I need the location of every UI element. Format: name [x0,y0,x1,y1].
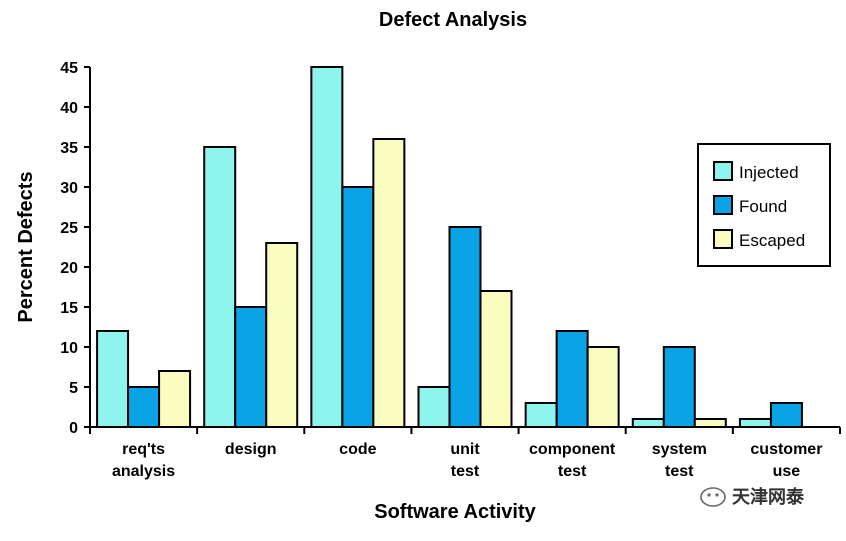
bars [96,66,803,428]
bar-escaped [372,138,406,428]
x-tick-label: code [339,441,376,458]
bar-found [662,346,696,428]
y-tick-label: 10 [60,340,78,357]
bar-escaped [586,346,620,428]
bar-found [448,226,482,428]
bar-found [234,306,268,428]
bar-injected [96,330,130,428]
bar-found [555,330,589,428]
legend-label: Found [739,197,787,216]
bar-found [769,402,803,428]
bar-found [127,386,161,428]
bar-injected [631,418,665,428]
bar-escaped [693,418,727,428]
legend-swatch [713,195,733,215]
bar-escaped [158,370,192,428]
x-tick-label: req'ts analysis [112,441,175,480]
y-tick-label: 5 [69,380,78,397]
y-tick-label: 35 [60,140,78,157]
bar-found [341,186,375,428]
bar-injected [203,146,237,428]
y-tick-label: 30 [60,180,78,197]
watermark: 天津网泰 [700,486,805,507]
x-tick-label: unit test [450,441,480,480]
bar-escaped [265,242,299,428]
bar-injected [524,402,558,428]
y-tick-label: 20 [60,260,78,277]
x-tick-label: system test [652,441,707,480]
watermark-text: 天津网泰 [732,486,805,507]
x-tick-label: design [225,441,277,458]
y-tick-label: 25 [60,220,78,237]
y-tick-label: 0 [69,420,78,437]
legend-swatch [713,229,733,249]
y-tick-label: 40 [60,100,78,117]
chat-bubble-icon [700,487,726,507]
bar-injected [310,66,344,428]
bar-injected [417,386,451,428]
legend-label: Escaped [739,231,805,250]
chart-title: Defect Analysis [379,9,527,31]
x-axis-title: Software Activity [374,501,536,523]
x-tick-label: customer use [750,441,822,480]
legend: Injected Found Escaped [697,143,831,267]
legend-swatch [713,161,733,181]
y-tick-label: 45 [60,60,78,77]
axes: 0 5 10 15 20 25 30 35 40 45 req'ts analysis design co… [60,60,841,480]
x-tick-label: component test [529,441,616,480]
y-axis-title: Percent Defects [15,171,37,322]
bar-escaped [479,290,513,428]
bar-injected [738,418,772,428]
y-tick-label: 15 [60,300,78,317]
legend-label: Injected [739,163,799,182]
